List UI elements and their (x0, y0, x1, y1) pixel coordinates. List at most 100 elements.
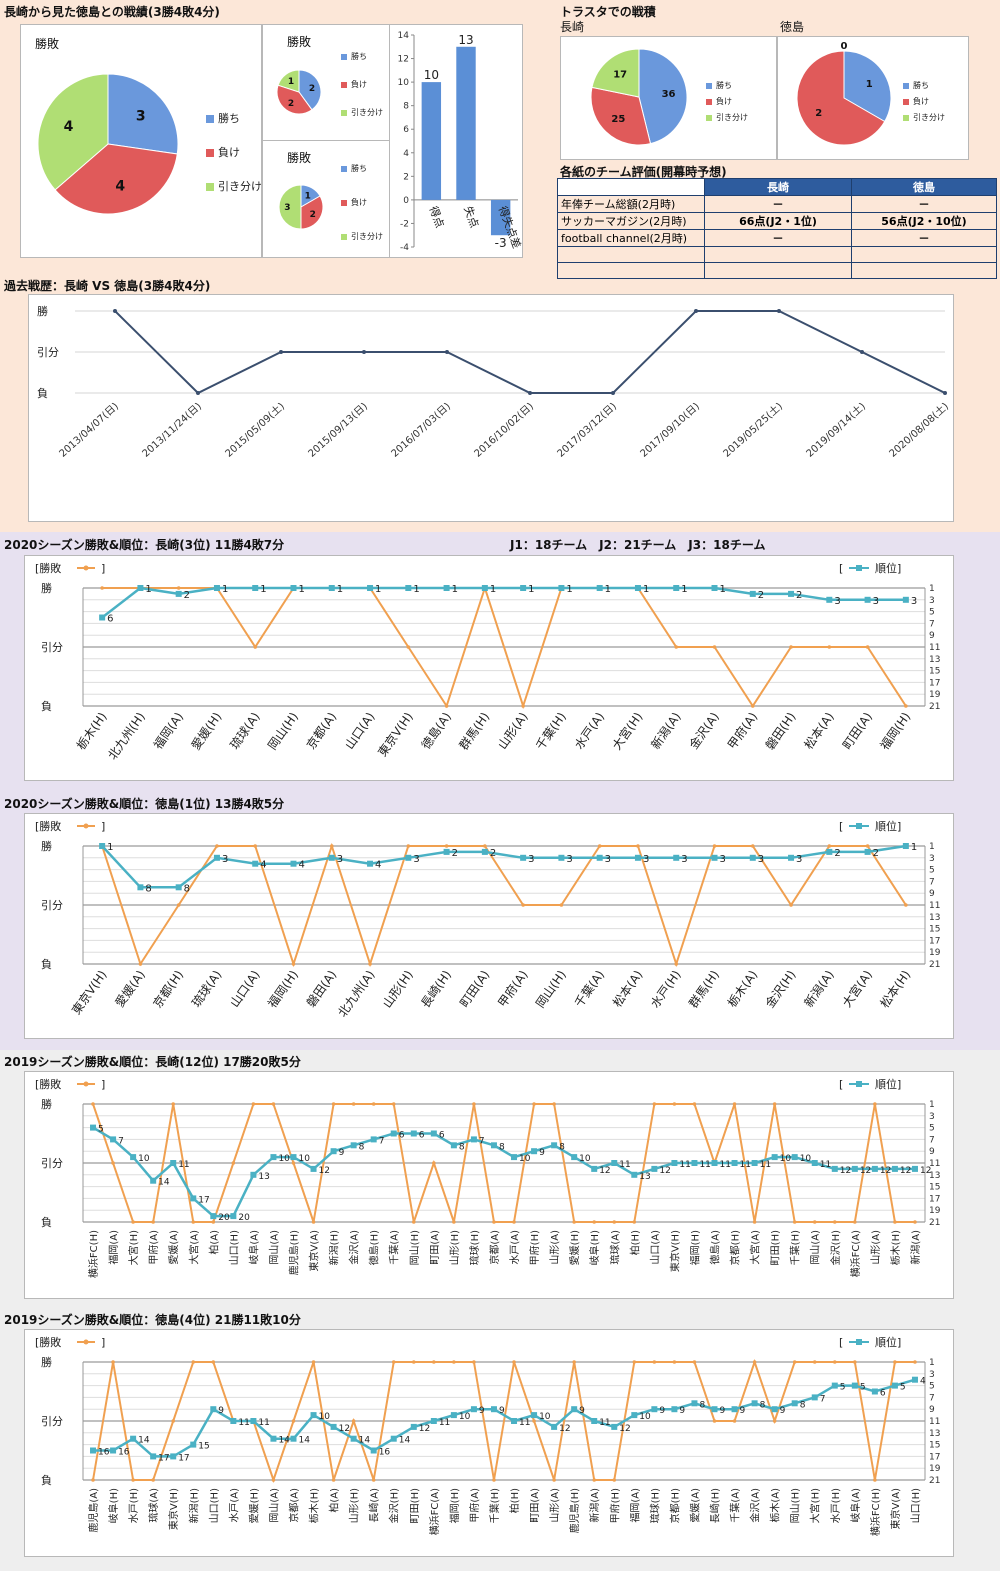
ratings-header-cell (557, 178, 705, 196)
rank-tick-label: 13 (929, 1171, 940, 1181)
rank-data-label: 6 (439, 1131, 445, 1141)
result-point (215, 844, 219, 848)
legend-label: 負け (913, 96, 929, 106)
rank-data-label: 11 (238, 1418, 249, 1428)
rank-data-label: 1 (605, 584, 611, 595)
rank-point (651, 1406, 658, 1413)
rank-data-label: 12 (339, 1424, 350, 1434)
y-tick-label: 4 (403, 149, 409, 159)
result-point (832, 1360, 837, 1364)
rank-data-label: 3 (643, 854, 649, 865)
rank-data-label: 1 (299, 584, 305, 595)
ratings-header-cell: 徳島 (851, 178, 997, 196)
x-tick-label: 北九州(H) (105, 710, 148, 763)
y-tick-label: -2 (400, 219, 409, 229)
x-tick-label: 山形(H) (449, 1230, 461, 1265)
rank-point (596, 854, 603, 861)
rank-tick-label: 9 (929, 1405, 935, 1415)
rank-point (290, 1154, 297, 1161)
result-legend-label: ] (101, 1336, 105, 1349)
legend-swatch (341, 82, 347, 88)
rank-tick-label: 3 (929, 1112, 935, 1122)
rank-tick-label: 19 (929, 690, 941, 700)
y-tick-label: 引分 (41, 1156, 63, 1170)
rank-data-label: 12 (840, 1166, 851, 1176)
x-tick-label: 岐阜(A) (247, 1230, 260, 1265)
x-tick-label: 松本(A) (610, 968, 645, 1010)
rank-data-label: 2 (834, 848, 840, 859)
rank-point (390, 1130, 397, 1137)
rank-tick-label: 1 (929, 584, 935, 594)
pie-slice (298, 69, 322, 111)
result-point (100, 586, 104, 590)
result-legend-label: [勝敗 (35, 1335, 61, 1349)
x-tick-label: 琉球(A) (189, 968, 224, 1010)
x-tick-label: 愛媛(A) (113, 968, 148, 1010)
rank-point (213, 585, 220, 591)
rank-point (310, 1412, 317, 1419)
x-tick-label: 長崎(A) (368, 1488, 381, 1523)
x-tick-label: 愛媛(H) (247, 1488, 260, 1523)
result-point (253, 844, 258, 848)
rank-data-label: 7 (479, 1136, 485, 1146)
s2019-nagasaki-panel: 1 3 5 7 9 11 13 15 17 19 21 勝引分負 [勝敗][順位] 5 7 10 14 11 17 2… (24, 1071, 954, 1299)
rank-data-label: 1 (566, 584, 572, 595)
x-tick-label: 山形(A) (549, 1230, 561, 1265)
rank-tick-label: 19 (929, 1206, 941, 1216)
rank-data-label: 11 (820, 1160, 831, 1170)
rank-point (310, 1165, 317, 1172)
rank-point (651, 1165, 658, 1172)
result-legend-swatch (83, 1339, 89, 1345)
rank-point (826, 848, 833, 855)
x-tick-label: 岐阜(H) (107, 1488, 120, 1523)
result-point (171, 1102, 176, 1106)
pie-slice (638, 48, 688, 145)
rank-point (591, 1165, 598, 1172)
rank-data-label: 9 (740, 1406, 746, 1416)
rank-point (631, 1412, 638, 1419)
x-tick-label: 東京V(H) (375, 710, 415, 759)
y-tick-label: 負 (41, 958, 52, 971)
result-legend-swatch (83, 565, 89, 571)
result-point (827, 844, 832, 848)
rank-point (791, 1400, 798, 1407)
result-point (674, 962, 679, 966)
x-tick-label: 東京V(A) (308, 1230, 321, 1272)
x-tick-label: 千葉(H) (488, 1488, 501, 1523)
x-tick-label: 福岡(A) (628, 1488, 641, 1523)
rank-legend-swatch (856, 823, 862, 829)
result-series-line (101, 842, 907, 968)
x-tick-label: 岐阜(A) (849, 1488, 862, 1523)
pie-slice (590, 86, 652, 146)
y-tick-label: 勝 (37, 304, 48, 318)
rank-point (511, 1418, 518, 1424)
x-tick-label: 山形(A) (495, 710, 530, 752)
rank-data-label: 10 (299, 1154, 311, 1164)
rank-legend-swatch (856, 1081, 862, 1087)
result-point (674, 645, 679, 649)
rank-data-label: 20 (238, 1213, 250, 1223)
rank-data-label: 5 (900, 1383, 906, 1393)
x-tick-label: 磐田(H) (763, 710, 799, 753)
rank-tick-label: 3 (929, 596, 935, 606)
rank-point (230, 1418, 237, 1424)
rank-point (891, 1165, 898, 1172)
rank-tick-label: 5 (929, 608, 935, 618)
result-point (176, 586, 181, 590)
rank-data-label: 12 (659, 1166, 670, 1176)
rank-data-label: 14 (278, 1436, 290, 1446)
x-tick-label: 2017/03/12(日) (556, 401, 619, 460)
x-tick-label: 山形(A) (549, 1488, 561, 1523)
x-tick-label: 大宮(H) (609, 709, 646, 752)
x-tick-label: 琉球(A) (147, 1488, 160, 1523)
rank-point (571, 1154, 578, 1161)
x-tick-label: 失点 (461, 204, 481, 229)
rank-data-label: 13 (639, 1172, 650, 1182)
rank-point (749, 854, 756, 861)
rank-legend-label: 順位] (875, 819, 901, 833)
rank-data-label: 20 (218, 1213, 230, 1223)
rank-point (731, 1406, 738, 1413)
result-point (652, 1360, 657, 1364)
